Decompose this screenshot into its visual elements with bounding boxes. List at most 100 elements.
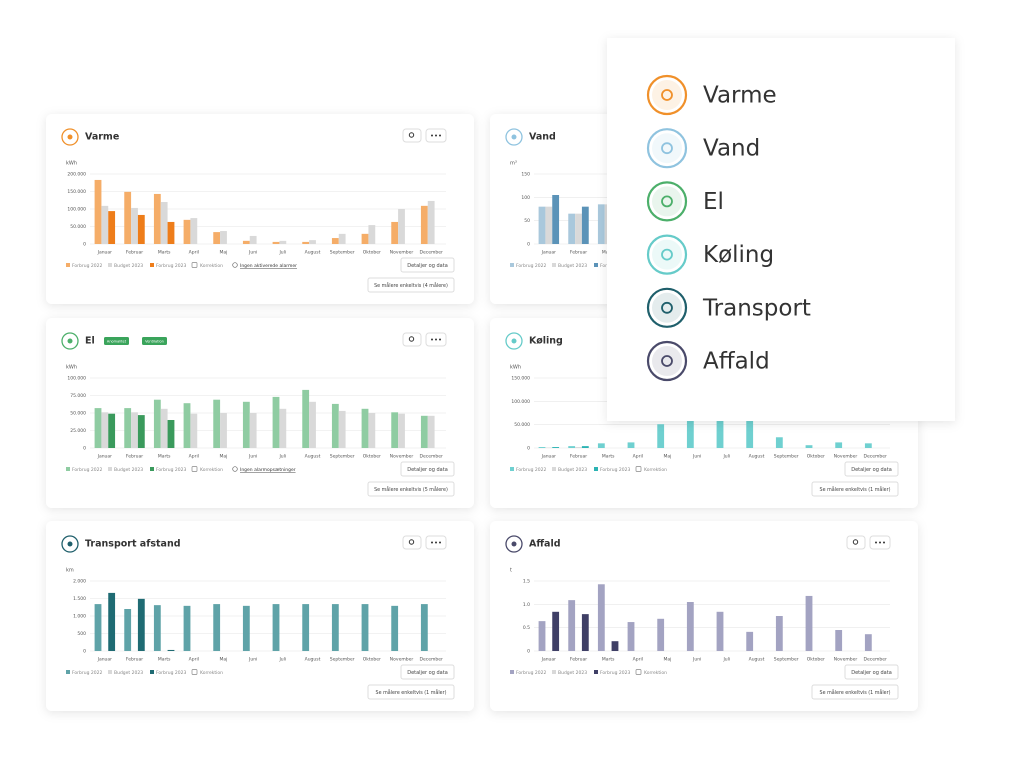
bar [137,415,145,448]
alarm-link[interactable]: Ingen alarmopsætninger [240,467,296,473]
meters-button[interactable] [811,481,899,497]
category-icon-inner [652,239,682,270]
bar [183,605,191,651]
unit-label: kWh [66,365,77,371]
details-button-label[interactable]: Detaljer og data [407,263,448,269]
y-tick-label: 50.000 [70,411,86,417]
meters-button[interactable] [811,684,899,700]
bar [302,241,310,244]
card: El Anomalitet Ventilation kWh 0 25.000 50.000 7… [46,318,474,508]
unit-label: kWh [510,365,521,371]
meters-button[interactable] [367,481,455,497]
bar [597,443,605,448]
legend-swatch [108,467,112,471]
details-button[interactable] [844,664,899,680]
bar [552,611,560,651]
bar [805,595,813,651]
x-tick-label: Oktober [363,250,381,256]
details-button[interactable] [844,461,899,477]
legend-label: Korrektion [644,467,667,473]
meters-button-label[interactable]: Se målere enkeltvis (1 måler) [820,486,891,493]
bar [368,413,376,448]
y-tick-label: 100 [521,195,530,201]
meters-button-label[interactable]: Se målere enkeltvis (4 målere) [374,282,448,289]
x-tick-label: Juni [248,250,257,256]
x-tick-label: Februar [126,250,143,256]
more-button[interactable] [425,535,447,550]
bar [361,604,369,651]
x-tick-label: December [863,657,886,663]
details-button-label[interactable]: Detaljer og data [407,670,448,676]
card-title: Vand [529,132,556,143]
more-dot [883,541,885,544]
legend-swatch [510,670,514,674]
card-title: Affald [529,539,561,550]
category-label: Transport [702,295,811,321]
bar [420,205,428,244]
bar [398,209,405,244]
bar [716,611,724,651]
legend-swatch [552,467,556,471]
search-button-box[interactable] [402,128,422,143]
more-button[interactable] [425,332,447,347]
alarm-link[interactable]: Ingen aktiverede alarmer [240,263,297,269]
category-icon-glyph [661,248,673,261]
meters-button[interactable] [367,684,455,700]
meters-button-label[interactable]: Se målere enkeltvis (1 måler) [820,689,891,696]
category-label: Affald [703,349,770,375]
search-button-box[interactable] [402,535,422,550]
correction-icon [191,262,198,268]
tag [104,337,129,345]
meters-button-label[interactable]: Se målere enkeltvis (5 målere) [374,486,448,493]
search-button[interactable] [402,128,422,143]
x-tick-label: Februar [570,454,587,460]
search-button[interactable] [402,332,422,347]
correction-icon [635,466,642,472]
bar [242,401,250,448]
legend-label: Forbrug 2022 [72,263,102,269]
more-button[interactable] [425,128,447,143]
bar [568,600,576,651]
x-tick-label: August [749,454,765,460]
bar [124,408,132,448]
meters-button-label[interactable]: Se målere enkeltvis (1 måler) [376,689,447,696]
category-icon [646,181,688,222]
card-title: El [85,336,95,347]
search-button[interactable] [846,535,866,550]
bar [552,195,560,244]
details-button[interactable] [400,664,455,680]
details-button-label[interactable]: Detaljer og data [407,467,448,473]
details-button-label[interactable]: Detaljer og data [851,467,892,473]
legend-swatch [150,467,154,471]
y-tick-label: 75.000 [70,393,86,399]
category-icon-glyph [661,355,673,367]
bar [302,604,310,651]
legend-label: Budget 2023 [114,263,143,269]
unit-label: km [66,568,74,574]
bar [568,213,576,244]
bar [657,424,665,448]
bar [309,401,316,448]
x-tick-label: Marts [602,454,615,460]
bar [190,218,198,244]
y-tick-label: 0 [527,446,530,452]
category-icon-inner [652,186,682,217]
search-button[interactable] [402,535,422,550]
search-button-box[interactable] [846,535,866,550]
legend-label: Forbrug 2023 [156,670,186,676]
meters-button[interactable] [367,277,455,293]
search-glyph [408,336,415,342]
details-button[interactable] [400,461,455,477]
bar [391,605,399,651]
bar [627,622,635,651]
search-button-box[interactable] [402,332,422,347]
card: Affald t 0 0.5 1.0 1.5 Januar Februar Marts April… [490,521,918,711]
more-button[interactable] [869,535,891,550]
y-tick-label: 150.000 [511,376,530,382]
more-dot [439,134,441,137]
card-icon-glyph [67,541,73,547]
card-title: Køling [529,336,563,347]
details-button[interactable] [400,257,455,273]
details-button-label[interactable]: Detaljer og data [851,670,892,676]
x-tick-label: Maj [220,454,228,460]
